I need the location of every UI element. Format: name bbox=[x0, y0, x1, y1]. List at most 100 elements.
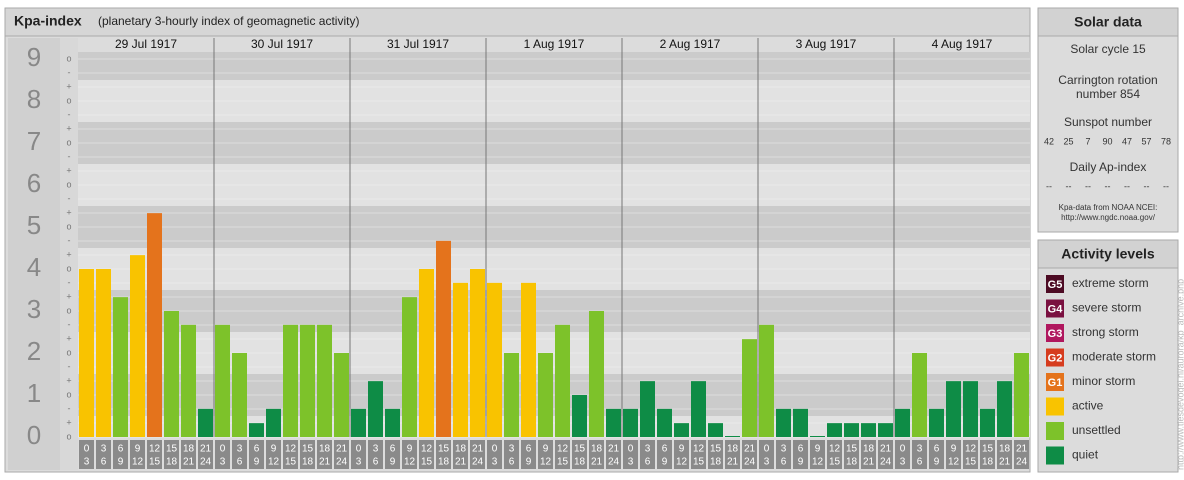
interval-start: 18 bbox=[999, 444, 1011, 455]
interval-start: 18 bbox=[319, 444, 331, 455]
ap-value: -- bbox=[1046, 181, 1052, 191]
interval-box bbox=[351, 440, 366, 469]
bar bbox=[963, 381, 978, 437]
level-label: minor storm bbox=[1072, 374, 1135, 388]
interval-end: 3 bbox=[900, 457, 906, 468]
interval-box bbox=[232, 440, 247, 469]
bar bbox=[946, 381, 961, 437]
solar-header bbox=[1037, 7, 1179, 37]
ap-value: -- bbox=[1163, 181, 1169, 191]
interval-start: 15 bbox=[846, 444, 858, 455]
sub-tick-label: - bbox=[68, 67, 71, 77]
interval-end: 15 bbox=[149, 457, 161, 468]
interval-start: 3 bbox=[781, 444, 787, 455]
interval-start: 15 bbox=[710, 444, 722, 455]
interval-start: 0 bbox=[492, 444, 498, 455]
interval-end: 9 bbox=[662, 457, 668, 468]
credit: http://www.tiesdevogel.nl/aurora/kp_arch… bbox=[1175, 279, 1184, 470]
interval-start: 0 bbox=[900, 444, 906, 455]
sub-tick-label: o bbox=[66, 137, 71, 147]
interval-box bbox=[79, 440, 94, 469]
bar bbox=[997, 381, 1012, 437]
interval-end: 9 bbox=[390, 457, 396, 468]
interval-start: 21 bbox=[608, 444, 620, 455]
interval-box bbox=[164, 440, 179, 469]
solar-cycle: Solar cycle 15 bbox=[1070, 42, 1146, 56]
sub-tick-label: o bbox=[66, 431, 71, 441]
interval-end: 9 bbox=[254, 457, 260, 468]
interval-box bbox=[912, 440, 927, 469]
bar bbox=[521, 282, 536, 437]
chart-title: Kpa-index bbox=[14, 13, 82, 29]
interval-box bbox=[436, 440, 451, 469]
interval-start: 9 bbox=[543, 444, 549, 455]
interval-box bbox=[776, 440, 791, 469]
bar bbox=[980, 408, 995, 437]
interval-start: 18 bbox=[183, 444, 195, 455]
interval-box bbox=[470, 440, 485, 469]
interval-end: 6 bbox=[781, 457, 787, 468]
interval-start: 6 bbox=[390, 444, 396, 455]
interval-start: 21 bbox=[472, 444, 484, 455]
interval-start: 9 bbox=[951, 444, 957, 455]
interval-box bbox=[198, 440, 213, 469]
interval-box bbox=[572, 440, 587, 469]
interval-start: 21 bbox=[880, 444, 892, 455]
sunspot-value: 25 bbox=[1063, 136, 1073, 146]
bar bbox=[385, 408, 400, 437]
ap-value: -- bbox=[1124, 181, 1130, 191]
level-label: active bbox=[1072, 399, 1104, 413]
interval-end: 24 bbox=[1016, 457, 1028, 468]
title-bar bbox=[4, 7, 1031, 37]
interval-box bbox=[793, 440, 808, 469]
bar bbox=[368, 381, 383, 437]
bar bbox=[708, 423, 723, 437]
interval-start: 6 bbox=[118, 444, 124, 455]
interval-end: 12 bbox=[676, 457, 688, 468]
sub-tick-label: o bbox=[66, 221, 71, 231]
interval-end: 12 bbox=[404, 457, 416, 468]
interval-start: 15 bbox=[166, 444, 178, 455]
sunspot-value: 42 bbox=[1044, 136, 1054, 146]
interval-start: 3 bbox=[237, 444, 243, 455]
interval-start: 21 bbox=[200, 444, 212, 455]
y-tick-label: 8 bbox=[27, 84, 41, 114]
interval-box bbox=[453, 440, 468, 469]
level-swatch bbox=[1046, 299, 1064, 318]
interval-end: 3 bbox=[356, 457, 362, 468]
y-tick-label: 0 bbox=[27, 420, 41, 450]
interval-end: 9 bbox=[934, 457, 940, 468]
interval-box bbox=[402, 440, 417, 469]
interval-box bbox=[623, 440, 638, 469]
bar bbox=[691, 381, 706, 437]
sub-tick-label: - bbox=[68, 277, 71, 287]
interval-start: 15 bbox=[574, 444, 586, 455]
sub-tick-label: + bbox=[66, 333, 71, 343]
bar bbox=[164, 311, 179, 437]
sub-tick-label: o bbox=[66, 389, 71, 399]
interval-box bbox=[606, 440, 621, 469]
interval-end: 18 bbox=[574, 457, 586, 468]
level-label: quiet bbox=[1072, 448, 1099, 462]
bar bbox=[470, 269, 485, 437]
interval-start: 0 bbox=[220, 444, 226, 455]
sub-axis-bg bbox=[60, 38, 78, 470]
interval-box bbox=[946, 440, 961, 469]
bar bbox=[198, 408, 213, 437]
interval-box bbox=[504, 440, 519, 469]
interval-box bbox=[130, 440, 145, 469]
sub-tick-label: o bbox=[66, 263, 71, 273]
interval-start: 3 bbox=[917, 444, 923, 455]
sub-tick-label: + bbox=[66, 375, 71, 385]
band bbox=[78, 416, 1030, 437]
y-tick-label: 6 bbox=[27, 168, 41, 198]
interval-start: 9 bbox=[271, 444, 277, 455]
interval-box bbox=[725, 440, 740, 469]
sub-tick-label: + bbox=[66, 249, 71, 259]
interval-box bbox=[708, 440, 723, 469]
source-url: http://www.ngdc.noaa.gov/ bbox=[1061, 213, 1156, 222]
interval-box bbox=[759, 440, 774, 469]
bar bbox=[317, 324, 332, 437]
interval-box bbox=[96, 440, 111, 469]
bar bbox=[929, 408, 944, 437]
